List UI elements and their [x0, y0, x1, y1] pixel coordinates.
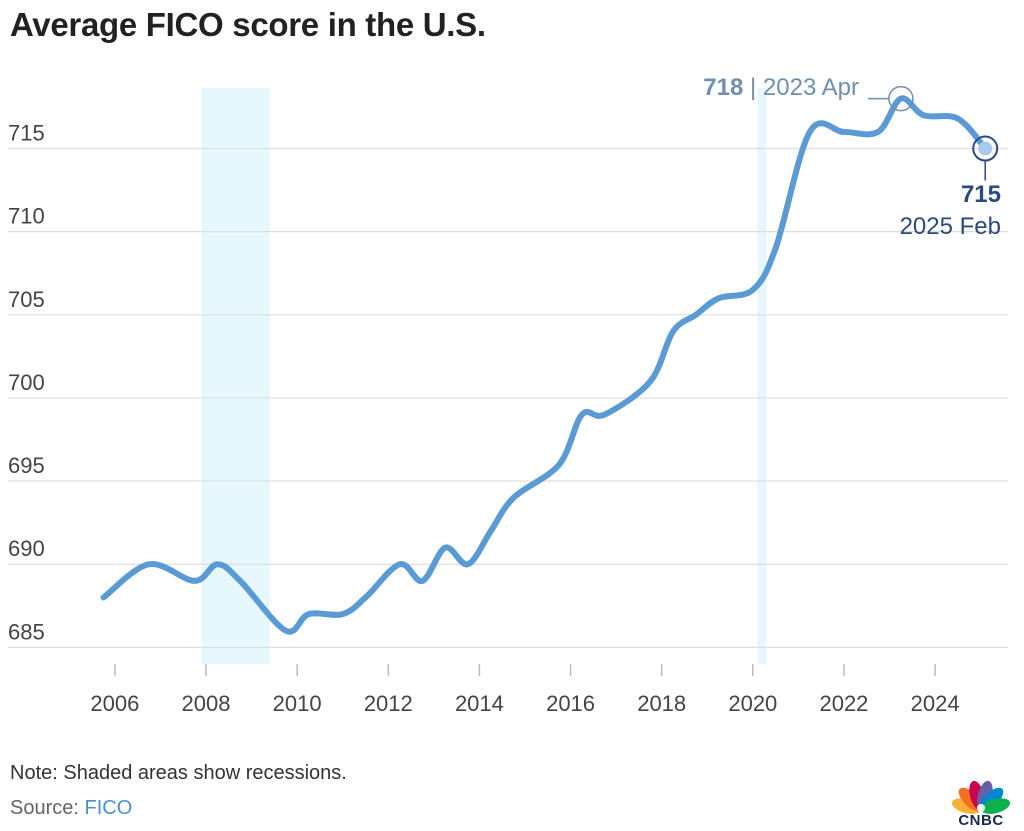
- source-line: Source: FICO: [10, 797, 132, 820]
- fico-score-line: [100, 95, 989, 635]
- x-tick-label: 2020: [728, 691, 777, 716]
- x-tick-label: 2018: [637, 691, 686, 716]
- latest-marker-dot: [978, 141, 993, 156]
- x-tick-label: 2006: [90, 691, 139, 716]
- peak-separator: |: [743, 74, 763, 101]
- x-tick-label: 2022: [819, 691, 868, 716]
- x-tick-label: 2024: [911, 691, 960, 716]
- recession-bands: [201, 88, 767, 664]
- peak-value: 718: [703, 74, 743, 101]
- y-tick-label: 690: [8, 536, 45, 561]
- y-tick-label: 695: [8, 453, 45, 478]
- y-tick-label: 705: [8, 287, 45, 312]
- logo-text: CNBC: [958, 812, 1004, 829]
- x-tick-label: 2014: [455, 691, 504, 716]
- recession-band: [757, 88, 767, 664]
- latest-value: 715: [961, 181, 1001, 208]
- gridlines: [8, 147, 1008, 648]
- footnote: Note: Shaded areas show recessions.: [10, 762, 347, 784]
- y-axis-tick-labels: 685 690 695 700 705 710 715: [8, 121, 45, 645]
- source-link[interactable]: FICO: [84, 797, 133, 819]
- peacock-icon: [951, 780, 1011, 814]
- x-tick-label: 2012: [364, 691, 413, 716]
- x-tick-label: 2010: [273, 691, 322, 716]
- x-tick-label: 2016: [546, 691, 595, 716]
- latest-date: 2025 Feb: [900, 213, 1001, 240]
- y-tick-label: 700: [8, 370, 45, 395]
- source-label: Source:: [10, 797, 85, 819]
- peak-annotation: 718 | 2023 Apr: [703, 74, 859, 101]
- peak-date: 2023 Apr: [763, 74, 859, 101]
- y-tick-label: 710: [8, 204, 45, 229]
- y-tick-label: 715: [8, 121, 45, 146]
- chart-title: Average FICO score in the U.S.: [10, 6, 486, 43]
- x-axis-ticks: 2006 2008 2010 2012 2014 2016 2018 2020 2022 2024: [90, 664, 960, 716]
- y-tick-label: 685: [8, 619, 45, 644]
- x-tick-label: 2008: [182, 691, 231, 716]
- cnbc-logo: CNBC: [948, 776, 1014, 829]
- annotations: 718 | 2023 Apr 715 2025 Feb: [703, 74, 1001, 240]
